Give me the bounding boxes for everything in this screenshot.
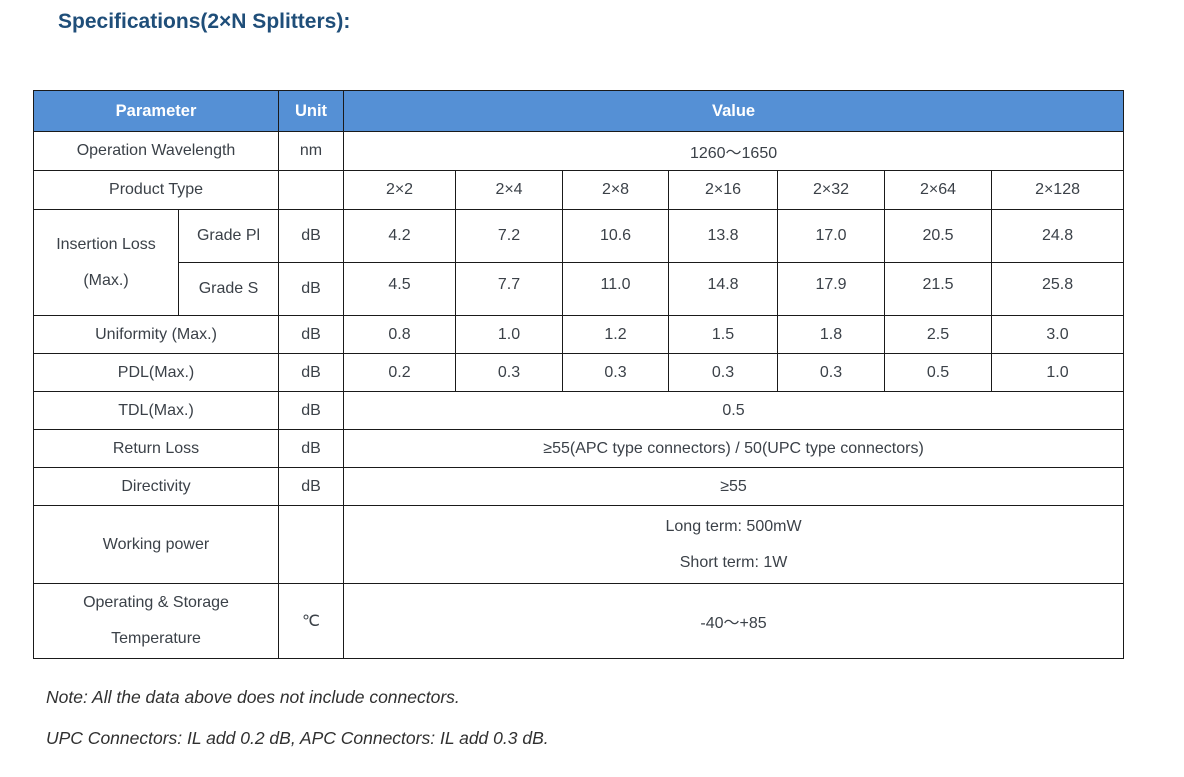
- value-uniformity: 1.8: [777, 315, 886, 354]
- subparam-grade-pl: Grade Pl: [177, 209, 280, 263]
- value-product-type: 2×16: [668, 170, 779, 210]
- unit-product-type-empty: [278, 170, 345, 210]
- header-value: Value: [343, 90, 1125, 132]
- subparam-grade-s: Grade S: [177, 262, 280, 316]
- unit-grade-s: dB: [278, 262, 345, 316]
- value-pdl: 0.3: [777, 353, 886, 392]
- unit-working-power-empty: [278, 505, 345, 584]
- value-uniformity: 1.2: [562, 315, 670, 354]
- value-grade-s: 4.5: [343, 262, 457, 316]
- value-pdl: 0.3: [455, 353, 564, 392]
- row-operation-wavelength: Operation Wavelength nm 1260～1650: [32, 131, 1125, 171]
- value-grade-s-text: 4.5: [388, 276, 411, 293]
- value-grade-s-text: 17.9: [815, 276, 847, 293]
- row-directivity: Directivity dB ≥55: [32, 467, 1125, 506]
- value-product-type: 2×128: [991, 170, 1125, 210]
- param-return-loss: Return Loss: [32, 429, 280, 468]
- value-product-type: 2×32: [777, 170, 886, 210]
- row-insertion-loss-grade-s: Grade S dB 4.5 7.7 11.0 14.8 17.9 21.5 2…: [34, 262, 1125, 316]
- value-directivity: ≥55: [343, 467, 1125, 506]
- row-insertion-loss-grade-pl: Insertion Loss (Max.) Grade Pl dB 4.2 7.…: [33, 209, 1125, 316]
- param-pdl: PDL(Max.): [32, 353, 280, 392]
- row-temperature: Operating & Storage Temperature ℃ -40～+8…: [32, 583, 1125, 659]
- param-temperature: Operating & Storage Temperature: [32, 583, 280, 659]
- value-grade-s-text: 14.8: [707, 276, 739, 293]
- param-insertion-loss-line2: (Max.): [83, 271, 129, 289]
- value-pdl: 0.2: [343, 353, 457, 392]
- value-pdl: 1.0: [991, 353, 1125, 392]
- value-grade-pl: 20.5: [884, 209, 993, 263]
- row-product-type: Product Type 2×2 2×4 2×8 2×16 2×32 2×64 …: [32, 170, 1125, 210]
- param-directivity: Directivity: [32, 467, 280, 506]
- param-working-power: Working power: [32, 505, 280, 584]
- unit-tdl: dB: [278, 391, 345, 430]
- row-pdl: PDL(Max.) dB 0.2 0.3 0.3 0.3 0.3 0.5 1.0: [32, 353, 1125, 392]
- param-temperature-line1: Operating & Storage: [83, 594, 229, 611]
- header-unit: Unit: [278, 90, 345, 132]
- unit-directivity: dB: [278, 467, 345, 506]
- param-insertion-loss: Insertion Loss (Max.): [33, 209, 179, 316]
- value-grade-pl: 17.0: [777, 209, 886, 263]
- value-product-type: 2×4: [455, 170, 564, 210]
- value-grade-s-text: 21.5: [922, 276, 954, 293]
- value-uniformity: 2.5: [884, 315, 993, 354]
- value-product-type: 2×2: [343, 170, 457, 210]
- param-insertion-loss-line1: Insertion Loss: [56, 235, 156, 253]
- value-grade-s-text: 25.8: [1041, 276, 1074, 293]
- value-pdl: 0.3: [668, 353, 779, 392]
- value-pdl: 0.5: [884, 353, 993, 392]
- value-grade-s-text: 11.0: [600, 276, 631, 293]
- unit-pdl: dB: [278, 353, 345, 392]
- param-temperature-line2: Temperature: [111, 630, 201, 647]
- value-pdl: 0.3: [562, 353, 670, 392]
- value-product-type: 2×64: [884, 170, 993, 210]
- value-uniformity: 1.0: [455, 315, 564, 354]
- value-grade-s: 14.8: [668, 262, 779, 316]
- value-temperature: -40～+85: [343, 583, 1125, 659]
- row-tdl: TDL(Max.) dB 0.5: [32, 391, 1125, 430]
- value-uniformity: 3.0: [991, 315, 1125, 354]
- param-product-type: Product Type: [32, 170, 280, 210]
- param-uniformity: Uniformity (Max.): [32, 315, 280, 354]
- value-grade-s: 11.0: [562, 262, 670, 316]
- value-tdl: 0.5: [343, 391, 1125, 430]
- value-uniformity: 1.5: [668, 315, 779, 354]
- value-operation-wavelength: 1260～1650: [343, 131, 1125, 171]
- value-product-type: 2×8: [562, 170, 670, 210]
- row-return-loss: Return Loss dB ≥55(APC type connectors) …: [32, 429, 1125, 468]
- value-grade-pl: 13.8: [668, 209, 779, 263]
- value-working-power-line2: Short term: 1W: [679, 553, 788, 571]
- value-grade-s-text: 7.7: [497, 276, 521, 293]
- unit-return-loss: dB: [278, 429, 345, 468]
- value-uniformity: 0.8: [343, 315, 457, 354]
- unit-operation-wavelength: nm: [278, 131, 345, 171]
- row-working-power: Working power Long term: 500mW Short ter…: [32, 505, 1125, 584]
- note-connector-il: UPC Connectors: IL add 0.2 dB, APC Conne…: [46, 728, 549, 748]
- row-uniformity: Uniformity (Max.) dB 0.8 1.0 1.2 1.5 1.8…: [32, 315, 1125, 354]
- unit-grade-pl: dB: [278, 209, 345, 263]
- value-grade-pl: 24.8: [991, 209, 1125, 263]
- spec-table: Parameter Unit Value Operation Wavelengt…: [32, 90, 1125, 659]
- value-grade-s: 7.7: [455, 262, 564, 316]
- unit-temperature: ℃: [278, 583, 345, 659]
- param-tdl: TDL(Max.): [32, 391, 280, 430]
- value-grade-pl: 7.2: [455, 209, 564, 263]
- value-grade-s: 17.9: [777, 262, 886, 316]
- page-title: Specifications(2×N Splitters):: [58, 10, 351, 33]
- table-header-row: Parameter Unit Value: [32, 90, 1125, 132]
- header-parameter: Parameter: [32, 90, 280, 132]
- value-grade-s: 25.8: [991, 262, 1125, 316]
- value-working-power: Long term: 500mW Short term: 1W: [343, 505, 1125, 584]
- value-grade-s: 21.5: [884, 262, 993, 316]
- value-working-power-line1: Long term: 500mW: [665, 517, 802, 535]
- unit-uniformity: dB: [278, 315, 345, 354]
- value-grade-pl: 4.2: [343, 209, 457, 263]
- value-grade-pl: 10.6: [562, 209, 670, 263]
- value-return-loss: ≥55(APC type connectors) / 50(UPC type c…: [343, 429, 1125, 468]
- note-connectors: Note: All the data above does not includ…: [46, 687, 460, 707]
- param-operation-wavelength: Operation Wavelength: [32, 131, 280, 171]
